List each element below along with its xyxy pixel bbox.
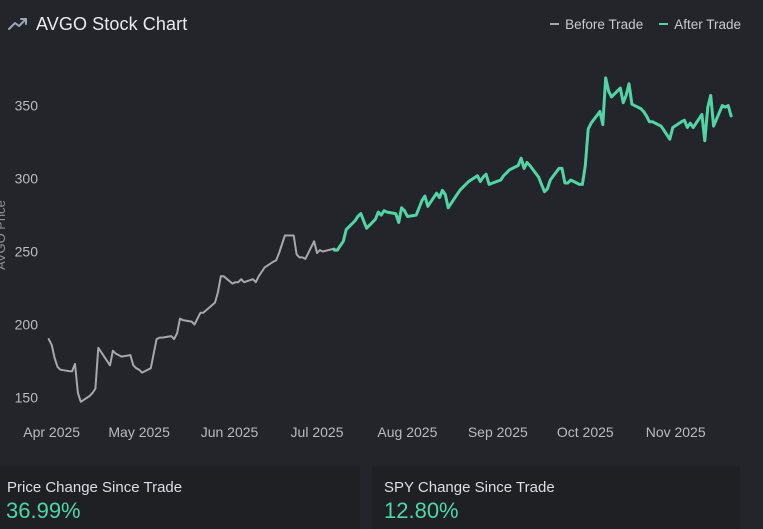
x-tick-label: Apr 2025 — [23, 424, 80, 440]
x-tick-label: Nov 2025 — [646, 424, 706, 440]
x-tick-label: Sep 2025 — [468, 424, 528, 440]
legend-label-after: After Trade — [674, 16, 741, 32]
chart-legend: Before Trade After Trade — [550, 17, 741, 32]
spy-change-label: SPY Change Since Trade — [384, 479, 555, 496]
title-group: AVGO Stock Chart — [8, 14, 187, 35]
x-tick-label: Oct 2025 — [557, 424, 614, 440]
price-change-card: Price Change Since Trade 36.99% — [0, 466, 360, 529]
spy-change-card: SPY Change Since Trade 12.80% — [372, 466, 740, 529]
series-lines — [47, 76, 733, 403]
legend-swatch-before — [550, 23, 560, 25]
y-tick-label: 200 — [15, 316, 39, 332]
x-axis: Apr 2025 May 2025 Jun 2025 Jul 2025 Aug 2025… — [23, 424, 706, 440]
x-tick-label: Jul 2025 — [291, 424, 344, 440]
stats-cards: Price Change Since Trade 36.99% SPY Chan… — [0, 466, 763, 529]
price-change-label: Price Change Since Trade — [7, 479, 183, 496]
y-tick-label: 350 — [15, 98, 39, 114]
legend-item-after[interactable]: After Trade — [659, 17, 741, 32]
before-trade-line — [47, 234, 336, 403]
after-trade-line — [333, 76, 733, 252]
price-change-value: 36.99% — [6, 498, 81, 523]
legend-swatch-after — [659, 23, 669, 25]
y-axis-label: AVGO Price — [0, 200, 8, 270]
y-tick-label: 150 — [15, 389, 39, 405]
price-line-chart: 150 200 250 300 350 Apr 2025 May 2025 Jun 2025… — [0, 76, 733, 440]
x-tick-label: Jun 2025 — [201, 424, 259, 440]
y-axis: 150 200 250 300 350 — [15, 98, 39, 406]
legend-item-before[interactable]: Before Trade — [550, 17, 643, 32]
trending-up-icon — [8, 17, 28, 31]
chart-title: AVGO Stock Chart — [36, 13, 188, 34]
x-tick-label: May 2025 — [108, 424, 170, 440]
x-tick-label: Aug 2025 — [377, 424, 437, 440]
y-tick-label: 300 — [15, 171, 39, 187]
legend-label-before: Before Trade — [565, 16, 644, 32]
spy-change-value: 12.80% — [384, 498, 459, 523]
chart-header: AVGO Stock Chart Before Trade After Trad… — [8, 10, 741, 38]
y-tick-label: 250 — [15, 244, 39, 260]
